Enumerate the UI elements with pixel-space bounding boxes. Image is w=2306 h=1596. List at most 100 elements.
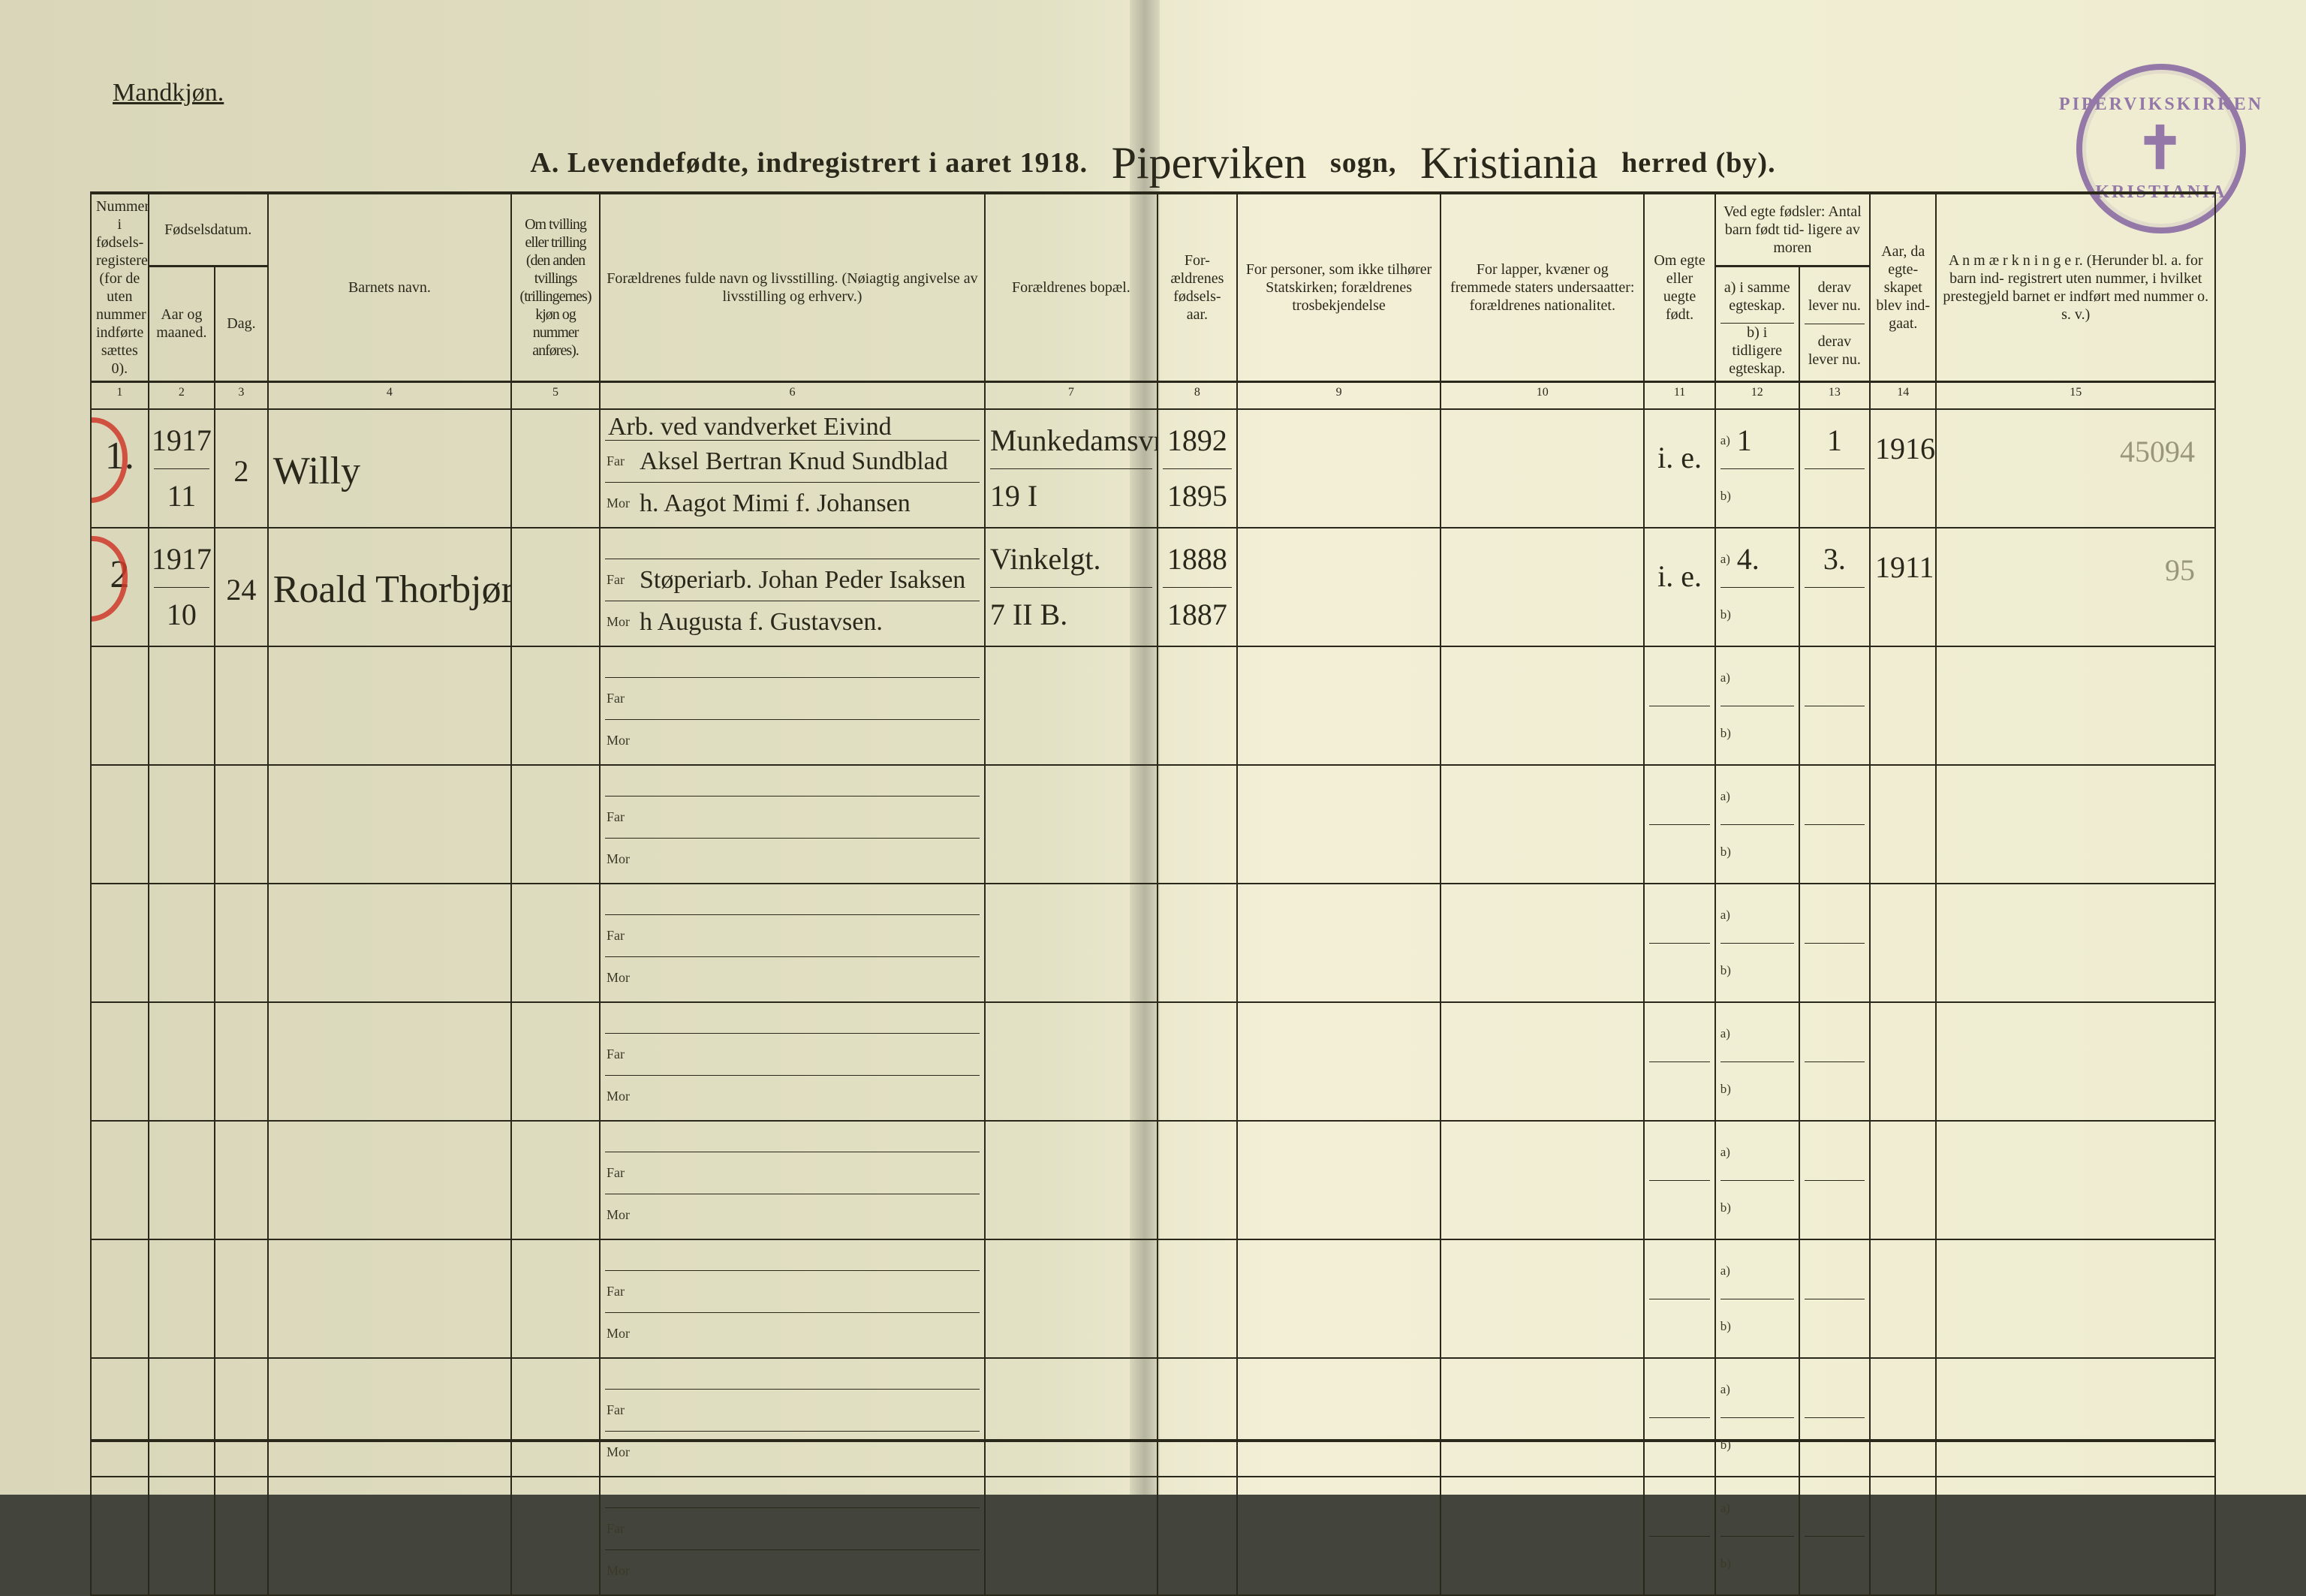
label-mor: Mor xyxy=(605,1089,640,1104)
cell-remarks: 95 xyxy=(1936,528,2215,646)
colnum: 11 xyxy=(1644,382,1714,410)
table-row: Far Mor a) b) xyxy=(91,884,2215,1002)
hdr-residence: Forældrenes bopæl. xyxy=(985,194,1158,382)
cell-parent-years xyxy=(1158,884,1237,1002)
label-mor: Mor xyxy=(605,1207,640,1223)
cell-c14 xyxy=(1870,1121,1936,1239)
hdr-date: Fødselsdatum. xyxy=(149,194,268,266)
table-row: Far Mor a) b) xyxy=(91,646,2215,765)
father-year: 1888 xyxy=(1163,531,1232,587)
mother-name: h. Aagot Mimi f. Johansen xyxy=(640,489,911,518)
cell-name: Willy xyxy=(268,409,511,528)
label-far: Far xyxy=(605,572,640,588)
cell-parent-years: 18881887 xyxy=(1158,528,1237,646)
cell-year-month: 191710 xyxy=(149,528,215,646)
cell-c12: a) b) xyxy=(1715,1239,1799,1358)
cell-num xyxy=(91,765,149,884)
label-b: b) xyxy=(1720,1556,1737,1571)
cell-twin xyxy=(511,528,600,646)
cell-legitimacy xyxy=(1644,884,1714,1002)
cell-parent-years xyxy=(1158,646,1237,765)
cell-c13 xyxy=(1799,646,1870,765)
c13b xyxy=(1805,1299,1865,1355)
child-name: Willy xyxy=(273,413,506,491)
hdr-day: Dag. xyxy=(215,266,268,381)
hdr-twin: Om tvilling eller trilling (den anden tv… xyxy=(511,194,600,382)
cell-num: 1. xyxy=(91,409,149,528)
residence-top: Vinkelgt. xyxy=(990,531,1152,587)
day: 24 xyxy=(220,531,263,605)
hdr-c12: a) i samme egteskap. b) i tidligere egte… xyxy=(1715,266,1799,381)
father-name: Støperiarb. Johan Peder Isaksen xyxy=(640,566,965,595)
cell-residence: Munkedamsvn.19 I xyxy=(985,409,1158,528)
cell-religion xyxy=(1237,765,1440,884)
cell-name xyxy=(268,646,511,765)
label-a: a) xyxy=(1720,1382,1737,1397)
legitimacy: i. e. xyxy=(1649,531,1709,592)
c13b xyxy=(1805,1536,1865,1592)
label-a: a) xyxy=(1720,552,1737,567)
colnum: 3 xyxy=(215,382,268,410)
cell-num xyxy=(91,1121,149,1239)
c13b xyxy=(1805,1061,1865,1118)
table-row: 1. 191711 2 Willy Arb. ved vandverket Ei… xyxy=(91,409,2215,528)
label-far: Far xyxy=(605,691,640,706)
cell-c14 xyxy=(1870,765,1936,884)
cell-name xyxy=(268,884,511,1002)
table-row: Far Mor a) b) xyxy=(91,1121,2215,1239)
page-title: A. Levendefødte, indregistrert i aaret 1… xyxy=(0,131,2306,183)
label-mor: Mor xyxy=(605,1563,640,1579)
cell-residence: Vinkelgt.7 II B. xyxy=(985,528,1158,646)
cell-c13 xyxy=(1799,1002,1870,1121)
cell-twin xyxy=(511,1358,600,1477)
cell-parent-years xyxy=(1158,1002,1237,1121)
label-b: b) xyxy=(1720,1319,1737,1334)
label-a: a) xyxy=(1720,670,1737,685)
cell-parent-years: 18921895 xyxy=(1158,409,1237,528)
label-b: b) xyxy=(1720,963,1737,978)
colnum: 2 xyxy=(149,382,215,410)
cell-parents: FarStøperiarb. Johan Peder Isaksen Morh … xyxy=(600,528,985,646)
cell-year-month xyxy=(149,646,215,765)
c13a: 1 xyxy=(1805,413,1865,468)
cell-twin xyxy=(511,765,600,884)
colnum: 13 xyxy=(1799,382,1870,410)
cell-religion xyxy=(1237,1239,1440,1358)
cell-name xyxy=(268,1239,511,1358)
colnum: 14 xyxy=(1870,382,1936,410)
cell-residence xyxy=(985,1121,1158,1239)
cell-c12: a)1 b) xyxy=(1715,409,1799,528)
cell-c14 xyxy=(1870,1358,1936,1477)
cell-parents: Arb. ved vandverket Eivind FarAksel Bert… xyxy=(600,409,985,528)
cell-nationality xyxy=(1440,765,1644,884)
cell-day xyxy=(215,646,268,765)
table-row: Far Mor a) b) xyxy=(91,1002,2215,1121)
colnum: 1 xyxy=(91,382,149,410)
table-row: Far Mor a) b) xyxy=(91,1358,2215,1477)
cell-year-month xyxy=(149,1358,215,1477)
label-a: a) xyxy=(1720,908,1737,923)
ledger-page: Mandkjøn. PIPERVIKSKIRKEN ✝ KRISTIANIA A… xyxy=(0,0,2306,1495)
cell-remarks xyxy=(1936,1121,2215,1239)
cell-twin xyxy=(511,1002,600,1121)
cell-c13 xyxy=(1799,1121,1870,1239)
c13a xyxy=(1805,887,1865,943)
c13b xyxy=(1805,1417,1865,1474)
cell-twin xyxy=(511,646,600,765)
cell-c12: a) b) xyxy=(1715,646,1799,765)
cell-day xyxy=(215,1121,268,1239)
label-far: Far xyxy=(605,1046,640,1062)
cell-day xyxy=(215,1239,268,1358)
cell-parents: Far Mor xyxy=(600,1239,985,1358)
colnum: 4 xyxy=(268,382,511,410)
hdr-c13a: derav lever nu. xyxy=(1805,270,1865,324)
mother-year: 1895 xyxy=(1163,468,1232,525)
cell-remarks: 45094 xyxy=(1936,409,2215,528)
cell-residence xyxy=(985,1002,1158,1121)
cell-c12: a)4. b) xyxy=(1715,528,1799,646)
cell-c12: a) b) xyxy=(1715,765,1799,884)
cell-parents: Far Mor xyxy=(600,1002,985,1121)
cell-religion xyxy=(1237,1358,1440,1477)
label-a: a) xyxy=(1720,789,1737,804)
hdr-parents: Forældrenes fulde navn og livsstilling. … xyxy=(600,194,985,382)
